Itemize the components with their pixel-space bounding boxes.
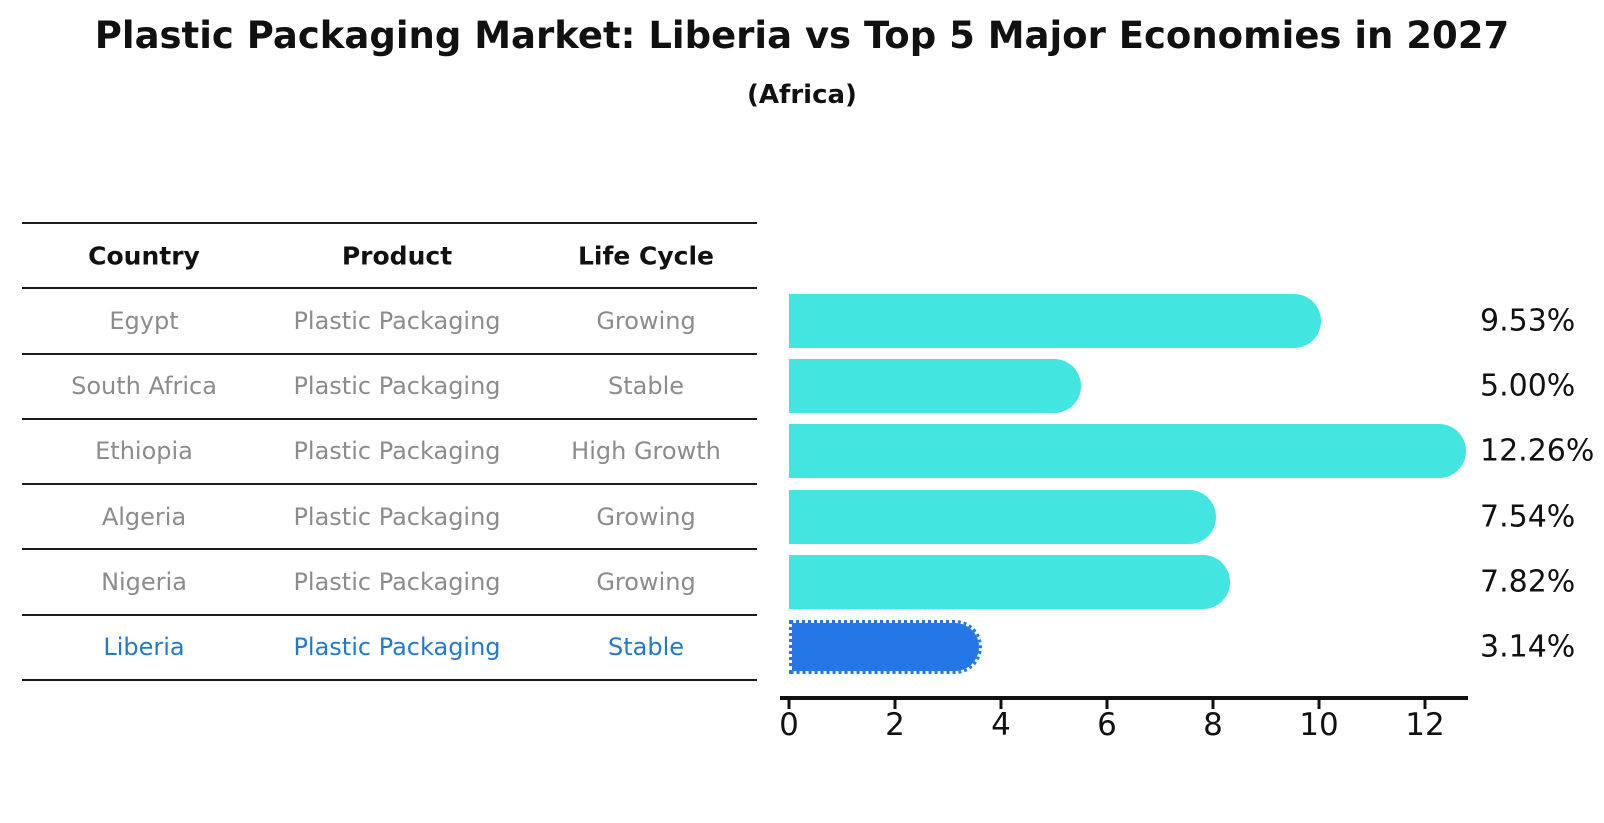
table-cell-country-algeria: Algeria bbox=[101, 503, 187, 531]
x-axis-tick-label: 2 bbox=[885, 707, 905, 743]
table-header-country: Country bbox=[88, 241, 200, 271]
bar-value-label-liberia: 3.14% bbox=[1480, 629, 1576, 665]
table-cell-life-cycle-nigeria: Growing bbox=[596, 568, 696, 596]
table-rule bbox=[22, 418, 757, 420]
table-rule bbox=[22, 287, 757, 289]
bar-south-africa bbox=[789, 359, 1081, 413]
table-rule bbox=[22, 483, 757, 485]
table-rule bbox=[22, 222, 757, 224]
table-header-life-cycle: Life Cycle bbox=[577, 241, 715, 271]
bar-ethiopia bbox=[789, 424, 1466, 478]
table-cell-life-cycle-south-africa: Stable bbox=[607, 372, 685, 400]
table-cell-product-south-africa: Plastic Packaging bbox=[293, 372, 501, 400]
table-cell-country-nigeria: Nigeria bbox=[101, 568, 187, 596]
x-axis-tick bbox=[787, 700, 791, 709]
table-cell-product-liberia: Plastic Packaging bbox=[293, 633, 501, 661]
x-axis-tick-label: 10 bbox=[1299, 707, 1339, 743]
chart-title: Plastic Packaging Market: Liberia vs Top… bbox=[94, 14, 1510, 57]
x-axis-tick-label: 4 bbox=[991, 707, 1011, 743]
bar-value-label-algeria: 7.54% bbox=[1480, 499, 1576, 535]
x-axis bbox=[780, 696, 1468, 700]
table-cell-country-ethiopia: Ethiopia bbox=[95, 437, 193, 465]
chart-subtitle: (Africa) bbox=[747, 80, 857, 110]
table-header-product: Product bbox=[341, 241, 453, 271]
table-cell-country-liberia: Liberia bbox=[103, 633, 185, 661]
table-cell-product-ethiopia: Plastic Packaging bbox=[293, 437, 501, 465]
table-cell-life-cycle-ethiopia: High Growth bbox=[571, 437, 721, 465]
x-axis-tick-label: 8 bbox=[1203, 707, 1223, 743]
x-axis-tick-label: 6 bbox=[1097, 707, 1117, 743]
bar-value-label-egypt: 9.53% bbox=[1480, 303, 1576, 339]
x-axis-tick bbox=[1423, 700, 1427, 709]
bar-value-label-ethiopia: 12.26% bbox=[1480, 433, 1595, 469]
table-cell-life-cycle-egypt: Growing bbox=[596, 307, 696, 335]
bar-liberia bbox=[789, 620, 982, 674]
table-cell-life-cycle-algeria: Growing bbox=[596, 503, 696, 531]
x-axis-tick-label: 0 bbox=[779, 707, 799, 743]
table-rule bbox=[22, 353, 757, 355]
table-cell-life-cycle-liberia: Stable bbox=[607, 633, 685, 661]
table-cell-country-south-africa: South Africa bbox=[71, 372, 217, 400]
x-axis-tick bbox=[999, 700, 1003, 709]
bar-value-label-south-africa: 5.00% bbox=[1480, 368, 1576, 404]
bar-algeria bbox=[789, 490, 1216, 544]
table-cell-product-nigeria: Plastic Packaging bbox=[293, 568, 501, 596]
table-rule bbox=[22, 679, 757, 681]
bar-nigeria bbox=[789, 555, 1230, 609]
bar-egypt bbox=[789, 294, 1321, 348]
table-rule bbox=[22, 614, 757, 616]
table-cell-product-egypt: Plastic Packaging bbox=[293, 307, 501, 335]
x-axis-tick bbox=[1211, 700, 1215, 709]
table-rule bbox=[22, 548, 757, 550]
x-axis-tick bbox=[1317, 700, 1321, 709]
table-cell-country-egypt: Egypt bbox=[109, 307, 179, 335]
table-cell-product-algeria: Plastic Packaging bbox=[293, 503, 501, 531]
x-axis-tick bbox=[1105, 700, 1109, 709]
x-axis-tick bbox=[893, 700, 897, 709]
x-axis-tick-label: 12 bbox=[1405, 707, 1445, 743]
bar-value-label-nigeria: 7.82% bbox=[1480, 564, 1576, 600]
